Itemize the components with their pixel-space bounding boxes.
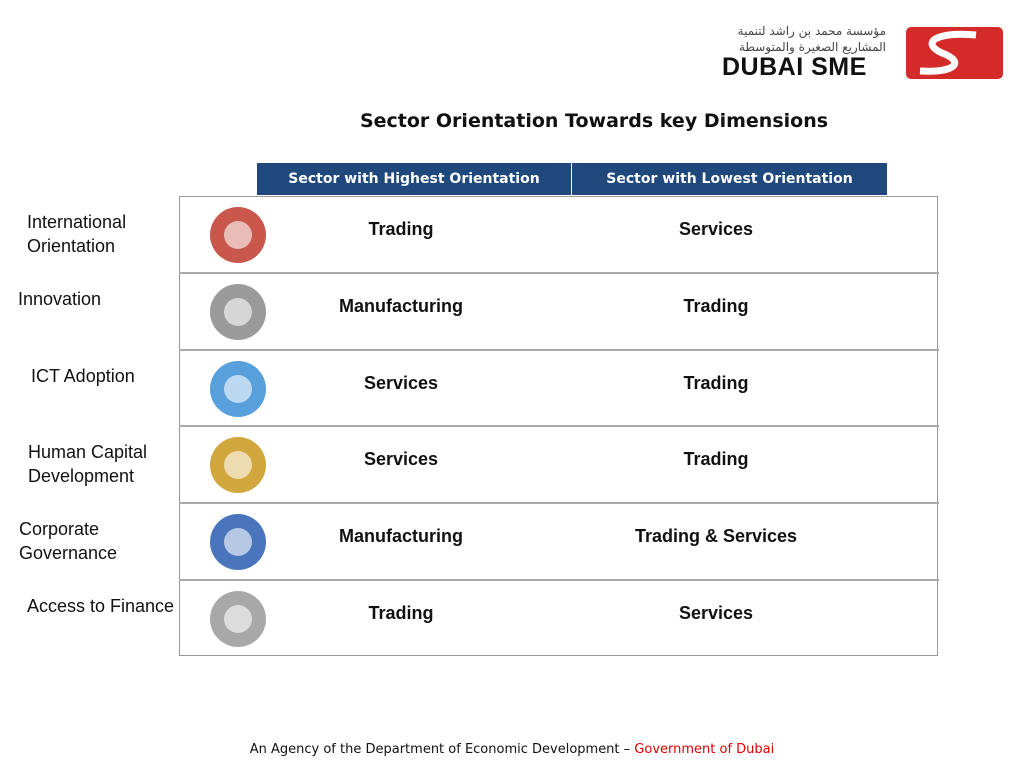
column-header: Sector with Lowest Orientation: [572, 163, 887, 195]
cell-highest: Manufacturing: [339, 295, 463, 316]
icon-graphic: [210, 437, 266, 494]
cell-highest: Trading: [368, 219, 434, 239]
icon-graphic: [210, 591, 266, 647]
row-icon: [196, 432, 286, 498]
logo-mark: [906, 27, 1003, 79]
slide-title: Sector Orientation Towards key Dimension…: [359, 110, 829, 132]
row-divider: [179, 348, 939, 351]
dimension-label: ICT Adoption: [31, 365, 135, 386]
dimension-label: International Orientation: [27, 212, 127, 256]
cell-lowest: Services: [678, 219, 754, 239]
dimension-label: Corporate Governance: [19, 519, 118, 564]
icon-graphic: [210, 283, 266, 340]
dimension-label: Innovation: [18, 288, 102, 309]
cell-lowest: Services: [678, 603, 754, 623]
footer: An Agency of the Department of Economic …: [0, 742, 1024, 757]
footer-highlight: Government of Dubai: [634, 742, 775, 757]
row-icon: [196, 356, 286, 422]
row-divider: [179, 502, 939, 505]
logo-arabic: مؤسسة محمد بن راشد لتنمية: [737, 24, 886, 38]
row-icon: [196, 202, 286, 268]
dimension-label: Human Capital Development: [28, 442, 148, 487]
cell-highest: Manufacturing: [339, 526, 463, 547]
row-icon: [196, 586, 286, 652]
column-header: Sector with Highest Orientation: [257, 163, 571, 195]
cell-lowest: Trading & Services: [634, 526, 798, 547]
icon-graphic: [210, 207, 266, 263]
footer-text: An Agency of the Department of Economic …: [249, 742, 631, 757]
icon-graphic: [210, 360, 266, 417]
row-divider: [179, 271, 939, 274]
icon-graphic: [210, 514, 266, 571]
dimension-label: Access to Finance: [27, 596, 175, 616]
cell-highest: Services: [363, 449, 439, 470]
row-icon: [196, 509, 286, 575]
cell-lowest: Trading: [683, 295, 749, 316]
logo-text: DUBAI SME: [722, 53, 867, 81]
cell-highest: Trading: [368, 603, 434, 623]
cell-lowest: Trading: [683, 372, 749, 393]
cell-lowest: Trading: [683, 449, 749, 470]
logo-arabic: المشاريع الصغيرة والمتوسطة: [738, 40, 886, 54]
row-divider: [179, 425, 939, 428]
row-icon: [196, 279, 286, 345]
cell-highest: Services: [363, 372, 439, 393]
row-divider: [179, 579, 939, 581]
